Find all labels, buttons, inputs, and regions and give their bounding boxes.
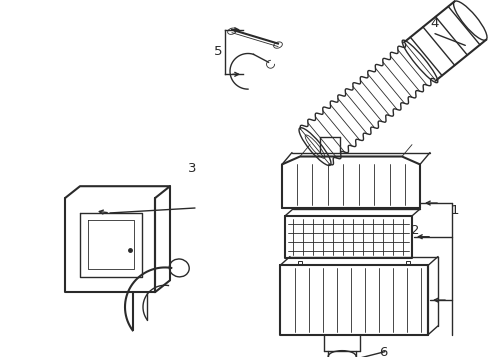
Text: 2: 2: [411, 224, 419, 237]
Text: 1: 1: [451, 204, 459, 217]
Text: 3: 3: [188, 162, 196, 175]
Text: 6: 6: [379, 346, 387, 359]
Text: 5: 5: [214, 45, 222, 58]
Text: 4: 4: [431, 17, 439, 30]
